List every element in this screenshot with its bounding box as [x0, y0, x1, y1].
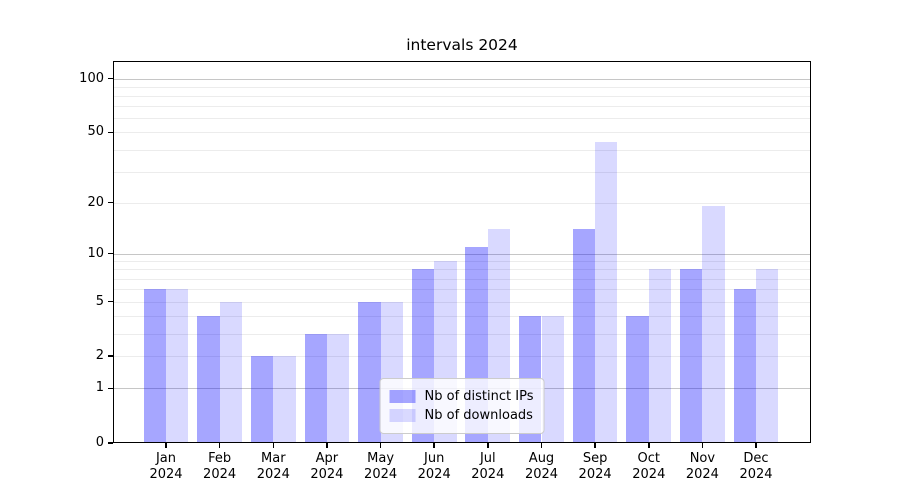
- x-tick-label: Oct 2024: [632, 451, 666, 482]
- y-tick-mark: [108, 387, 113, 390]
- x-tick-mark: [218, 443, 221, 448]
- legend-item-downloads: Nb of downloads: [389, 407, 534, 424]
- gridline-minor: [113, 106, 811, 108]
- legend-label-distinct-ips: Nb of distinct IPs: [424, 389, 534, 404]
- x-tick-label: Nov 2024: [685, 451, 719, 482]
- y-tick-label: 20: [87, 194, 104, 210]
- gridline-minor: [113, 278, 811, 280]
- x-tick-label: Jun 2024: [417, 451, 451, 482]
- x-tick-label: Aug 2024: [524, 451, 559, 482]
- gridline-minor: [113, 202, 811, 204]
- x-tick-mark: [701, 443, 704, 448]
- bar-feb-downloads: [219, 301, 242, 443]
- y-tick-mark: [108, 201, 113, 204]
- gridline-minor: [113, 269, 811, 271]
- gridline-minor: [113, 132, 811, 134]
- bar-sep-downloads: [595, 142, 618, 443]
- x-tick-label: May 2024: [364, 451, 398, 482]
- bar-mar-ips: [250, 356, 274, 443]
- chart-title: intervals 2024: [406, 36, 518, 54]
- y-tick-label: 10: [87, 245, 104, 261]
- bar-sep-ips: [572, 229, 596, 443]
- legend-swatch-downloads: [389, 409, 416, 422]
- y-tick-label: 1: [95, 380, 104, 396]
- y-tick-label: 5: [95, 293, 104, 309]
- bar-dec-ips: [733, 289, 756, 443]
- x-tick-label: Jan 2024: [149, 451, 183, 482]
- bar-apr-downloads: [326, 333, 350, 443]
- gridline-minor: [113, 315, 811, 317]
- y-tick-label: 2: [95, 348, 104, 364]
- bar-jan-downloads: [166, 289, 189, 443]
- gridline-minor: [113, 86, 811, 88]
- y-tick-label: 50: [87, 124, 104, 140]
- gridline-minor: [113, 95, 811, 97]
- x-tick-label: Jul 2024: [471, 451, 505, 482]
- gridline-minor: [113, 149, 811, 151]
- legend: Nb of distinct IPs Nb of downloads: [379, 378, 545, 434]
- gridline-minor: [113, 333, 811, 335]
- x-tick-label: Sep 2024: [578, 451, 612, 482]
- bar-oct-ips: [626, 315, 649, 443]
- y-tick-mark: [108, 77, 113, 80]
- bar-nov-downloads: [702, 206, 725, 443]
- x-tick-mark: [165, 443, 167, 448]
- bar-dec-downloads: [756, 269, 779, 443]
- gridline-minor: [113, 171, 811, 173]
- bar-mar-downloads: [273, 356, 296, 443]
- bar-apr-ips: [304, 333, 327, 443]
- bar-feb-ips: [197, 315, 220, 443]
- legend-label-downloads: Nb of downloads: [424, 408, 533, 423]
- x-tick-mark: [326, 443, 328, 448]
- x-tick-mark: [487, 443, 489, 448]
- bar-jan-ips: [143, 289, 166, 443]
- gridline-minor: [113, 261, 811, 263]
- bar-nov-ips: [680, 269, 703, 443]
- x-tick-mark: [540, 443, 543, 448]
- x-tick-mark: [379, 443, 382, 448]
- plot-area: Nb of distinct IPs Nb of downloads: [113, 61, 811, 443]
- gridline-major: [113, 253, 811, 255]
- gridline-minor: [113, 118, 811, 120]
- x-tick-mark: [594, 443, 596, 448]
- y-tick-mark: [108, 300, 113, 303]
- x-tick-mark: [648, 443, 650, 448]
- bar-oct-downloads: [648, 269, 672, 443]
- x-tick-mark: [433, 443, 435, 448]
- y-tick-label: 0: [95, 435, 104, 450]
- x-tick-label: Mar 2024: [256, 451, 290, 482]
- y-tick-mark: [108, 442, 113, 444]
- x-tick-label: Apr 2024: [310, 451, 344, 482]
- bar-may-ips: [358, 301, 381, 443]
- legend-swatch-distinct-ips: [389, 390, 416, 403]
- y-tick-mark: [108, 131, 113, 134]
- bar-aug-downloads: [541, 315, 564, 443]
- y-tick-label: 100: [79, 70, 104, 86]
- y-tick-mark: [108, 355, 113, 357]
- gridline-minor: [113, 289, 811, 291]
- gridline-minor: [113, 356, 811, 358]
- gridline-major: [113, 78, 811, 80]
- x-tick-label: Dec 2024: [739, 451, 773, 482]
- gridline-minor: [113, 301, 811, 303]
- y-tick-mark: [108, 252, 113, 255]
- x-tick-mark: [755, 443, 757, 448]
- x-tick-label: Feb 2024: [203, 451, 237, 482]
- legend-item-distinct-ips: Nb of distinct IPs: [389, 388, 534, 405]
- x-tick-mark: [272, 443, 275, 448]
